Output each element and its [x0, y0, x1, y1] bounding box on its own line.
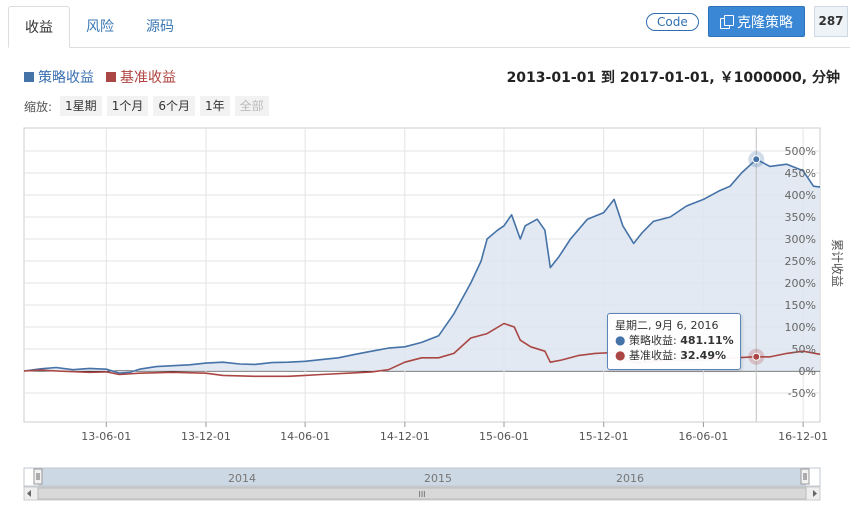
legend-item-strategy[interactable]: 策略收益 — [24, 67, 94, 87]
scrollbar-grip: III — [418, 490, 425, 499]
x-tick-label: 13-12-01 — [181, 430, 231, 443]
x-tick-label: 14-06-01 — [280, 430, 330, 443]
x-axis-labels: 13-06-01 13-12-01 14-06-01 14-12-01 15-06-01… — [81, 430, 828, 443]
y-tick-label: 50% — [792, 343, 816, 356]
tooltip-benchmark-dot-icon: ● — [615, 348, 626, 362]
legend-label-strategy: 策略收益 — [38, 70, 94, 86]
benchmark-hover-point — [752, 352, 761, 361]
tooltip-strategy-dot-icon: ● — [615, 333, 626, 347]
code-badge[interactable]: Code — [646, 13, 699, 31]
x-tick-label: 16-12-01 — [778, 430, 828, 443]
tab-risk[interactable]: 风险 — [86, 19, 114, 35]
x-tick-label: 16-06-01 — [678, 430, 728, 443]
tooltip-benchmark-label: 基准收益 — [628, 349, 673, 362]
y-axis-title: 累计收益 — [830, 239, 844, 287]
y-tick-label: 500% — [785, 145, 816, 158]
navigator-left-handle[interactable] — [33, 468, 43, 485]
tooltip-strategy-row: ● 策略收益: 481.11% — [615, 333, 734, 347]
zoom-1y-button[interactable]: 1年 — [199, 96, 230, 116]
navigator-right-handle[interactable] — [800, 468, 810, 485]
scroll-right-arrow-icon[interactable] — [813, 490, 817, 497]
strategy-series-line — [23, 158, 821, 374]
tooltip-date: 星期二, 9月 6, 2016 — [615, 319, 719, 332]
y-tick-label: 450% — [785, 167, 816, 180]
y-tick-label: 350% — [785, 211, 816, 224]
legend-item-benchmark[interactable]: 基准收益 — [106, 67, 176, 87]
y-tick-label: 400% — [785, 189, 816, 202]
copy-icon — [720, 15, 734, 29]
y-tick-label: 150% — [785, 299, 816, 312]
zoom-6m-button[interactable]: 6个月 — [153, 96, 195, 116]
chart-legend: 策略收益 基准收益 — [24, 67, 176, 87]
tooltip-strategy-value: 481.11% — [680, 334, 734, 347]
y-axis-labels: -50% 0% 50% 100% 150% 200% 250% 300% 350% 400% 450… — [785, 145, 816, 400]
x-tick-label: 15-12-01 — [579, 430, 629, 443]
strategy-hover-point — [752, 155, 761, 164]
x-tick-label: 15-06-01 — [479, 430, 529, 443]
navigator: 2014 2015 2016 — [23, 467, 821, 487]
x-tick-label: 14-12-01 — [380, 430, 430, 443]
scroll-left-arrow-icon[interactable] — [27, 490, 31, 497]
zoom-label: 缩放: — [24, 99, 53, 114]
navigator-label-2015: 2015 — [424, 472, 452, 485]
y-tick-label: 200% — [785, 277, 816, 290]
navigator-scrollbar[interactable]: III — [23, 486, 821, 501]
clone-count-badge: 287 — [814, 6, 848, 37]
legend-swatch-benchmark — [106, 72, 116, 82]
y-tick-label: 0% — [799, 365, 816, 378]
navigator-label-2014: 2014 — [228, 472, 256, 485]
tab-bar: 收益 风险 源码 — [8, 6, 190, 48]
chart-tooltip: 星期二, 9月 6, 2016 ● 策略收益: 481.11% ● 基准收益: … — [607, 313, 741, 370]
backtest-range-info: 2013-01-01 到 2017-01-01, ￥1000000, 分钟 — [506, 70, 840, 86]
scrollbar-thumb[interactable] — [37, 487, 807, 500]
hover-markers — [748, 128, 765, 422]
tab-divider — [8, 47, 850, 48]
legend-label-benchmark: 基准收益 — [120, 70, 176, 86]
y-tick-label: 300% — [785, 233, 816, 246]
zoom-controls: 缩放: 1星期 1个月 6个月 1年 全部 — [24, 96, 274, 116]
y-tick-label: 100% — [785, 321, 816, 334]
y-tick-label: -50% — [788, 387, 816, 400]
tab-source[interactable]: 源码 — [146, 19, 174, 35]
clone-strategy-button[interactable]: 克隆策略 — [708, 6, 805, 37]
tooltip-benchmark-value: 32.49% — [680, 349, 727, 362]
navigator-frame — [23, 467, 821, 487]
legend-swatch-strategy — [24, 72, 34, 82]
navigator-label-2016: 2016 — [616, 472, 644, 485]
tooltip-strategy-label: 策略收益 — [628, 334, 673, 347]
tooltip-benchmark-row: ● 基准收益: 32.49% — [615, 348, 727, 362]
navigator-selected-range[interactable] — [38, 468, 806, 486]
y-tick-label: 250% — [785, 255, 816, 268]
clone-strategy-label: 克隆策略 — [737, 14, 793, 31]
x-tick-label: 13-06-01 — [81, 430, 131, 443]
zoom-all-button[interactable]: 全部 — [234, 96, 269, 116]
zoom-1m-button[interactable]: 1个月 — [106, 96, 149, 116]
tab-returns[interactable]: 收益 — [8, 6, 70, 48]
zoom-1w-button[interactable]: 1星期 — [60, 96, 102, 116]
